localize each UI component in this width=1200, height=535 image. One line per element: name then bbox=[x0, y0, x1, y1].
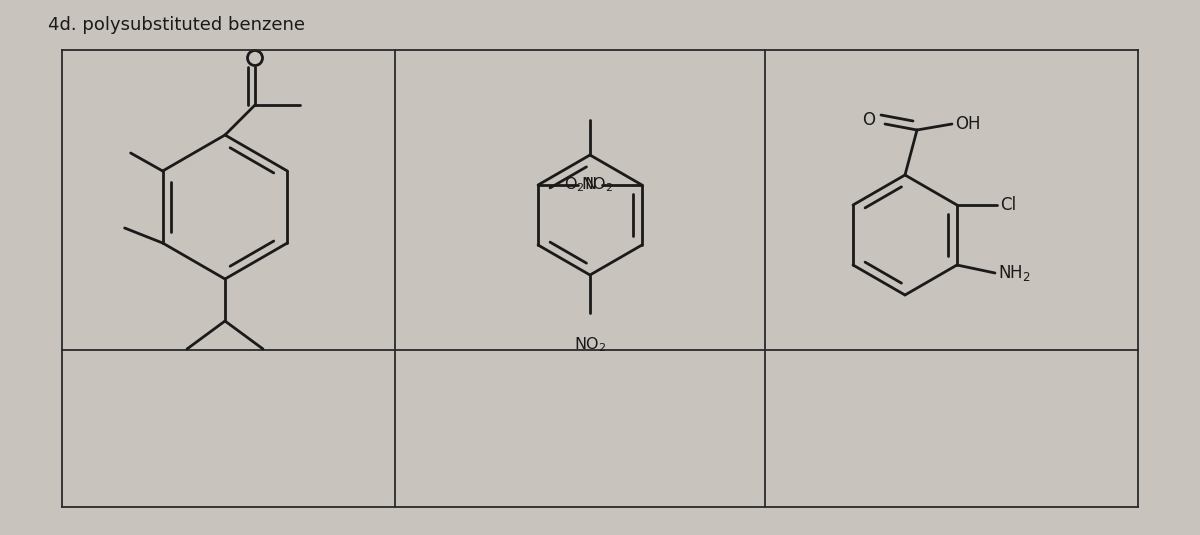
Text: NO$_2$: NO$_2$ bbox=[581, 175, 613, 194]
Text: 4d. polysubstituted benzene: 4d. polysubstituted benzene bbox=[48, 16, 305, 34]
Text: O: O bbox=[862, 111, 875, 129]
Text: NO$_2$: NO$_2$ bbox=[574, 335, 606, 354]
Text: NH$_2$: NH$_2$ bbox=[998, 263, 1031, 283]
Text: OH: OH bbox=[955, 115, 980, 133]
Text: Cl: Cl bbox=[1000, 196, 1016, 214]
Text: O$_2$N: O$_2$N bbox=[564, 175, 596, 194]
